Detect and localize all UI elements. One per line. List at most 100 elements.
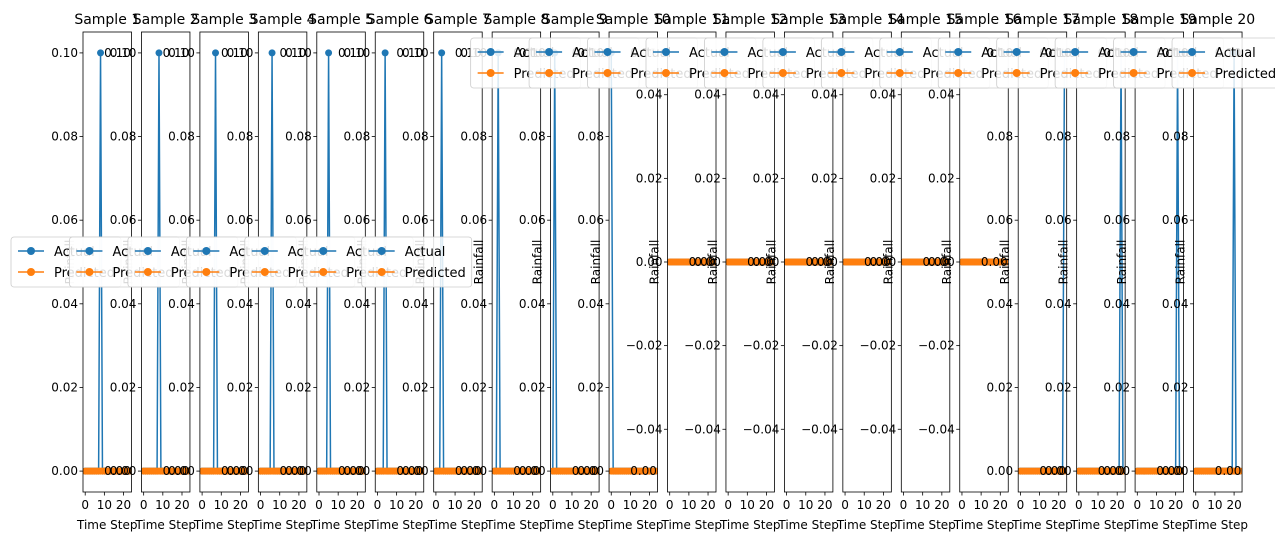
actual-legend-marker — [486, 48, 495, 56]
panel-frame — [1134, 31, 1184, 493]
y-tick-label: 0.06 — [402, 213, 429, 227]
y-tick-label: 0.00 — [519, 464, 546, 478]
panel-data — [842, 258, 892, 266]
x-tick-label: 20 — [759, 498, 774, 512]
x-axis-title: Time Step — [368, 518, 430, 532]
actual-legend-marker — [662, 48, 670, 56]
x-tick-label: 10 — [97, 498, 112, 512]
y-tick-label: −0.04 — [918, 422, 955, 436]
y-tick-label: 0.06 — [51, 213, 78, 227]
x-tick-label: 10 — [973, 498, 988, 512]
x-tick-label: 10 — [272, 498, 287, 512]
predicted-legend-marker — [837, 69, 846, 77]
y-tick-label: 0.00 — [928, 255, 955, 269]
x-tick-label: 10 — [1149, 498, 1164, 512]
x-tick-label: 0 — [140, 498, 148, 512]
predicted-legend-marker — [260, 268, 269, 276]
x-axis-title: Time Step — [836, 518, 898, 532]
predicted-legend-marker — [85, 268, 94, 276]
actual-point — [212, 49, 220, 57]
x-tick-label: 20 — [350, 498, 365, 512]
y-axis-title: Rainfall — [1115, 240, 1129, 285]
x-tick-label: 0 — [549, 498, 557, 512]
y-tick-label: 0.06 — [986, 213, 1013, 227]
panel-12: −0.04 −0.02 0.00 0.02 0.04 0 10 20 Time Step Rain… — [684, 12, 787, 532]
panel-data — [784, 258, 833, 266]
data-label-zero: 0.00 — [922, 255, 949, 269]
panel-title: Sample 8 — [483, 12, 549, 28]
y-tick-label: −0.02 — [743, 339, 780, 353]
y-tick-label: 0.08 — [344, 130, 371, 144]
x-axis-title: Time Step — [719, 518, 781, 532]
x-tick-label: 0 — [374, 498, 382, 512]
x-axis-title: Time Step — [134, 518, 196, 532]
y-tick-label: 0.00 — [694, 255, 721, 269]
predicted-point — [710, 258, 716, 266]
y-tick-label: 0.08 — [1103, 130, 1130, 144]
actual-legend-marker — [545, 48, 554, 56]
predicted-point — [359, 467, 366, 475]
y-tick-label: 0.00 — [1045, 464, 1072, 478]
predicted-legend-label: Predicted — [405, 266, 466, 281]
predicted-point — [885, 258, 892, 266]
panel-data — [1135, 49, 1184, 475]
predicted-legend-marker — [1129, 69, 1138, 77]
panel-data — [141, 49, 190, 475]
x-axis-title: Time Step — [777, 518, 839, 532]
panel-data — [492, 49, 541, 475]
y-tick-label: 0.00 — [577, 464, 604, 478]
x-axis-title: Time Step — [427, 518, 489, 532]
y-tick-label: 0.02 — [344, 380, 371, 394]
actual-point — [268, 49, 276, 57]
panel-title: Sample 5 — [308, 12, 374, 28]
x-tick-label: 20 — [174, 498, 189, 512]
x-tick-label: 0 — [783, 498, 791, 512]
predicted-point — [125, 467, 132, 475]
panel-title: Sample 13 — [771, 12, 846, 28]
x-tick-label: 20 — [291, 498, 306, 512]
y-tick-label: 0.02 — [986, 380, 1013, 394]
predicted-legend-marker — [778, 69, 787, 77]
y-tick-label: 0.00 — [168, 464, 195, 478]
y-tick-label: 0.08 — [227, 130, 254, 144]
actual-legend-marker — [377, 247, 386, 255]
x-tick-label: 20 — [817, 498, 832, 512]
x-tick-label: 20 — [876, 498, 891, 512]
x-tick-label: 0 — [81, 498, 89, 512]
x-tick-label: 0 — [607, 498, 615, 512]
x-tick-label: 20 — [1051, 498, 1066, 512]
y-tick-label: −0.04 — [801, 422, 838, 436]
y-tick-label: 0.02 — [1162, 380, 1189, 394]
data-label-zero: 0.00 — [513, 464, 540, 478]
panel-data — [375, 49, 424, 475]
y-tick-label: 0.00 — [227, 464, 254, 478]
x-axis-title: Time Step — [1128, 518, 1190, 532]
predicted-point — [768, 258, 775, 266]
y-tick-label: −0.04 — [626, 422, 663, 436]
y-tick-label: 0.00 — [986, 464, 1013, 478]
x-tick-label: 0 — [491, 498, 499, 512]
panel-frame — [550, 31, 600, 493]
predicted-point — [827, 258, 833, 266]
data-label-peak: 0.10 — [163, 46, 190, 60]
y-tick-label: 0.08 — [577, 130, 604, 144]
panel-frame — [608, 31, 658, 493]
actual-legend-marker — [1129, 48, 1138, 56]
x-tick-label: 10 — [623, 498, 638, 512]
panel-title: Sample 7 — [425, 12, 491, 28]
y-tick-label: 0.04 — [519, 297, 546, 311]
y-tick-label: 0.04 — [402, 297, 429, 311]
x-tick-label: 10 — [740, 498, 755, 512]
y-tick-label: 0.08 — [51, 130, 78, 144]
y-tick-label: 0.04 — [168, 297, 195, 311]
x-tick-label: 0 — [198, 498, 206, 512]
y-tick-label: 0.04 — [110, 297, 137, 311]
panel-data — [258, 49, 307, 475]
x-tick-label: 0 — [1192, 498, 1200, 512]
y-tick-label: 0.02 — [577, 380, 604, 394]
x-tick-label: 0 — [724, 498, 732, 512]
